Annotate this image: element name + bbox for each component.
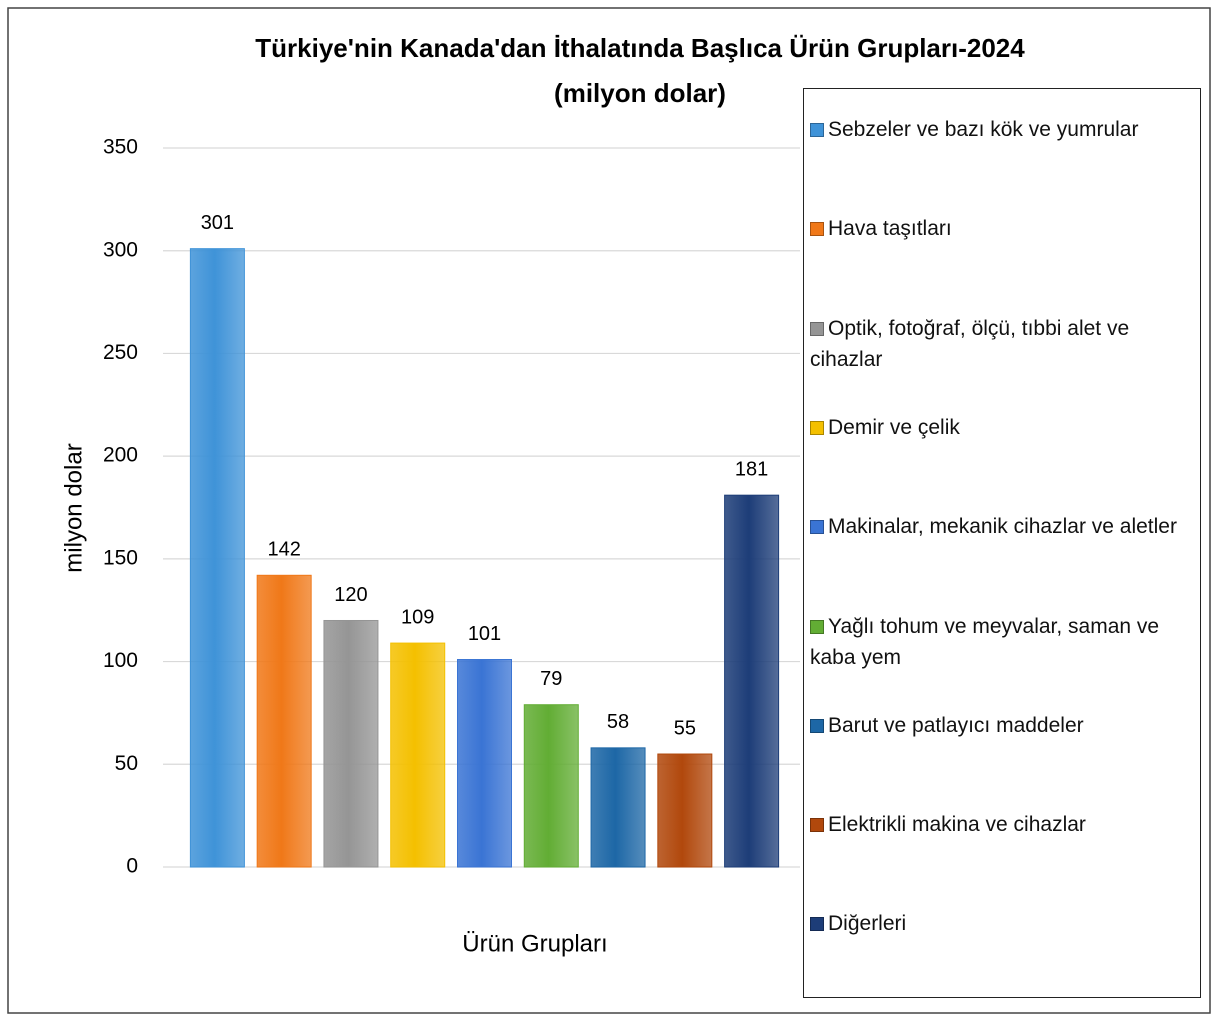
legend-swatch bbox=[810, 222, 824, 237]
y-tick-label: 0 bbox=[126, 855, 138, 878]
bar bbox=[256, 574, 312, 868]
legend-entry: Hava taşıtları bbox=[810, 213, 1195, 244]
legend-entry: Optik, fotoğraf, ölçü, tıbbi alet ve cih… bbox=[810, 313, 1195, 375]
legend-label: Demir ve çelik bbox=[828, 415, 960, 439]
legend-swatch bbox=[810, 917, 824, 932]
chart-title: Türkiye'nin Kanada'dan İthalatında Başlı… bbox=[255, 33, 1025, 63]
legend-entry: Elektrikli makina ve cihazlar bbox=[810, 809, 1195, 840]
legend-swatch bbox=[810, 718, 824, 733]
data-label: 120 bbox=[334, 584, 367, 606]
y-axis-title: milyon dolar bbox=[60, 443, 87, 572]
legend-entry: Yağlı tohum ve meyvalar, saman ve kaba y… bbox=[810, 611, 1195, 673]
bar bbox=[390, 642, 446, 868]
legend-label: Sebzeler ve bazı kök ve yumrular bbox=[828, 118, 1139, 141]
data-label: 101 bbox=[468, 623, 501, 645]
legend-entry: Sebzeler ve bazı kök ve yumrular bbox=[810, 114, 1195, 145]
legend-label: Elektrikli makina ve cihazlar bbox=[828, 813, 1086, 837]
legend-swatch bbox=[810, 818, 824, 833]
y-tick-label: 300 bbox=[103, 238, 138, 261]
legend-swatch bbox=[810, 619, 824, 634]
legend-label: Barut ve patlayıcı maddeler bbox=[828, 713, 1084, 737]
data-label: 79 bbox=[540, 668, 562, 690]
legend-label: Hava taşıtları bbox=[828, 217, 952, 241]
bar bbox=[323, 619, 379, 868]
y-tick-label: 150 bbox=[103, 546, 138, 569]
y-tick-label: 100 bbox=[103, 649, 138, 672]
data-label: 301 bbox=[201, 212, 234, 234]
data-label: 109 bbox=[401, 606, 434, 628]
legend-swatch bbox=[810, 123, 824, 137]
legend-label: Yağlı tohum ve meyvalar, saman ve kaba y… bbox=[810, 614, 1160, 669]
bar bbox=[189, 248, 245, 868]
legend-swatch bbox=[810, 321, 824, 336]
data-label: 142 bbox=[267, 539, 300, 561]
data-label: 55 bbox=[674, 717, 696, 739]
legend: Sebzeler ve bazı kök ve yumrular Hava taş… bbox=[803, 88, 1201, 998]
data-label: 181 bbox=[735, 458, 768, 480]
y-tick-label: 250 bbox=[103, 341, 138, 364]
legend-label: Makinalar, mekanik cihazlar ve aletler bbox=[828, 515, 1177, 539]
bar bbox=[523, 704, 579, 868]
legend-swatch bbox=[810, 420, 824, 435]
legend-entry: Diğerleri bbox=[810, 908, 1195, 939]
legend-entry: Makinalar, mekanik cihazlar ve aletler bbox=[810, 511, 1195, 542]
legend-entry: Demir ve çelik bbox=[810, 412, 1195, 443]
bar bbox=[657, 753, 713, 868]
legend-label: Optik, fotoğraf, ölçü, tıbbi alet ve cih… bbox=[810, 316, 1130, 371]
x-axis-title: Ürün Grupları bbox=[462, 930, 607, 957]
legend-label: Diğerleri bbox=[828, 912, 907, 936]
bar bbox=[724, 494, 780, 868]
bar bbox=[590, 747, 646, 868]
y-tick-label: 50 bbox=[115, 752, 138, 775]
y-tick-label: 350 bbox=[103, 136, 138, 159]
chart-subtitle: (milyon dolar) bbox=[554, 78, 726, 108]
y-tick-label: 200 bbox=[103, 444, 138, 467]
legend-swatch bbox=[810, 520, 824, 535]
bar bbox=[457, 659, 512, 868]
legend-entry: Barut ve patlayıcı maddeler bbox=[810, 710, 1195, 741]
data-label: 58 bbox=[607, 711, 629, 733]
